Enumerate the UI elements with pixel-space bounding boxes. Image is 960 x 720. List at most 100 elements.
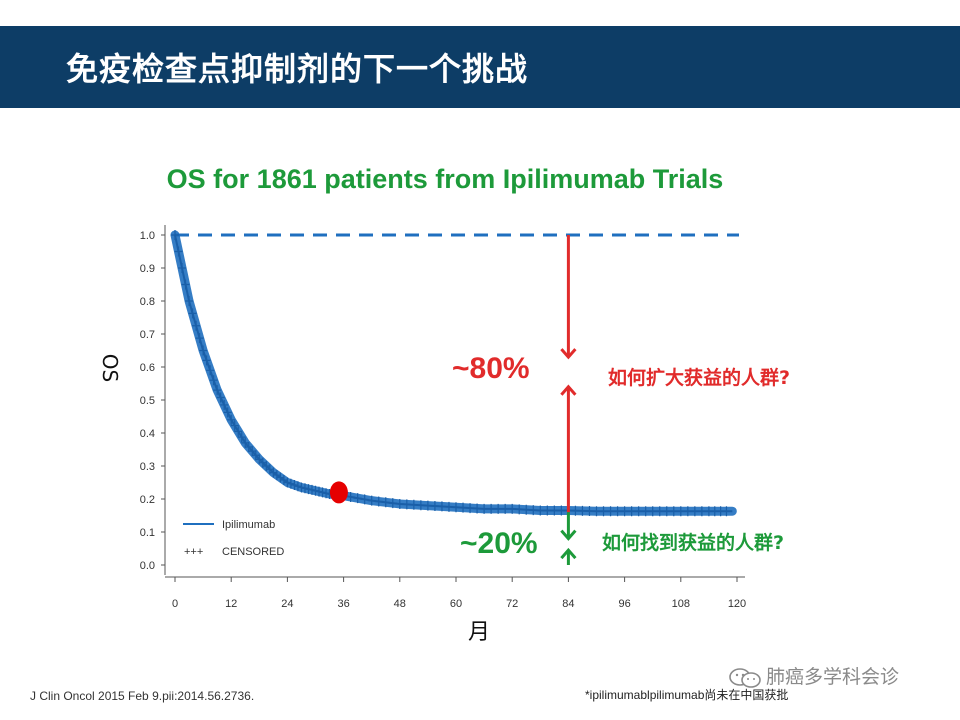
censor-mark <box>290 479 299 490</box>
censor-mark <box>480 503 489 514</box>
legend-censored-marker: +++ <box>184 546 203 558</box>
green-up-arrow-head <box>560 547 577 560</box>
censor-mark <box>437 501 446 512</box>
censor-mark <box>315 486 324 497</box>
censor-mark <box>578 505 587 516</box>
censor-mark <box>627 506 636 517</box>
censor-mark <box>690 506 699 517</box>
censor-mark <box>536 505 545 516</box>
censor-mark <box>178 263 187 273</box>
censor-mark <box>307 484 316 495</box>
x-tick-label: 108 <box>672 598 690 610</box>
censor-mark <box>234 426 243 437</box>
censor-mark <box>388 498 397 509</box>
censor-mark <box>202 355 211 366</box>
censor-mark <box>430 501 439 512</box>
x-tick-label: 36 <box>337 598 349 610</box>
censor-mark <box>367 495 376 506</box>
censor-mark <box>185 296 194 306</box>
legend-label-censored: CENSORED <box>222 546 284 558</box>
censor-mark <box>515 504 524 515</box>
censor-mark <box>592 506 601 517</box>
censor-mark <box>722 506 731 517</box>
citation: J Clin Oncol 2015 Feb 9.pii:2014.56.2736… <box>30 689 255 703</box>
censor-mark <box>381 497 390 508</box>
censor-mark <box>353 493 362 504</box>
censor-mark <box>494 503 503 514</box>
x-tick-label: 96 <box>618 598 630 610</box>
censor-mark <box>662 506 671 517</box>
y-tick-label: 0.1 <box>140 527 155 539</box>
censor-mark <box>473 503 482 514</box>
censor-mark <box>248 446 257 457</box>
censor-mark <box>374 496 383 507</box>
censor-mark <box>276 472 285 483</box>
find-benefit-question: 如何找到获益的人群? <box>602 532 785 554</box>
censor-mark <box>423 500 432 511</box>
censor-mark <box>402 499 411 510</box>
censor-mark <box>304 484 313 495</box>
censor-mark <box>311 485 320 496</box>
footnote: *ipilimumablpilimumab尚未在中国获批 <box>585 688 789 702</box>
censor-mark <box>216 392 225 403</box>
censor-mark <box>557 505 566 516</box>
x-tick-label: 72 <box>506 598 518 610</box>
censor-mark <box>199 345 208 356</box>
censor-mark <box>466 503 475 514</box>
x-tick-label: 60 <box>450 598 462 610</box>
x-tick-label: 48 <box>394 598 406 610</box>
censor-mark <box>188 308 197 319</box>
wechat-icon <box>729 667 761 688</box>
censor-mark <box>683 506 692 517</box>
censor-mark <box>206 365 215 376</box>
page-title: 免疫检查点抑制剂的下一个挑战 <box>66 50 529 88</box>
header-bar: 免疫检查点抑制剂的下一个挑战 <box>0 26 960 108</box>
chart-title: OS for 1861 patients from Ipilimumab Tri… <box>166 164 724 194</box>
censor-mark <box>395 498 404 509</box>
x-tick-label: 84 <box>562 598 574 610</box>
censor-mark <box>322 488 331 499</box>
censor-mark <box>181 279 190 290</box>
censor-mark <box>241 437 250 448</box>
censor-mark <box>283 477 292 488</box>
censor-mark <box>360 494 369 505</box>
y-tick-label: 0.3 <box>140 461 155 473</box>
censor-mark <box>599 506 608 517</box>
censor-mark <box>237 432 246 443</box>
censor-mark <box>508 503 517 514</box>
x-tick-label: 120 <box>728 598 746 610</box>
censor-mark <box>269 467 278 478</box>
censor-mark <box>585 506 594 517</box>
censor-mark <box>318 487 327 498</box>
censor-mark <box>230 420 239 431</box>
censor-mark <box>522 504 531 515</box>
green-down-arrow-head <box>560 529 577 541</box>
censor-mark <box>676 506 685 517</box>
censor-mark <box>648 506 657 517</box>
y-tick-label: 0.0 <box>140 560 155 572</box>
censor-mark <box>529 505 538 516</box>
censor-mark <box>244 442 253 453</box>
y-tick-label: 0.5 <box>140 395 155 407</box>
censor-mark <box>641 506 650 517</box>
highlight-point <box>329 481 348 504</box>
censor-mark <box>613 506 622 517</box>
lower-percentage-label: ~20% <box>460 527 538 560</box>
censor-mark <box>279 475 288 486</box>
censor-mark <box>195 333 204 344</box>
censor-mark <box>487 503 496 514</box>
expand-benefit-question: 如何扩大获益的人群? <box>608 367 791 389</box>
x-axis-label: 月 <box>468 620 491 645</box>
y-tick-label: 0.9 <box>140 263 155 275</box>
censor-mark <box>192 320 201 331</box>
legend-label-ipilimumab: Ipilimumab <box>222 519 275 531</box>
y-tick-label: 0.4 <box>140 428 155 440</box>
censor-mark <box>620 506 629 517</box>
censor-mark <box>655 506 664 517</box>
censor-mark <box>452 502 460 513</box>
x-tick-label: 24 <box>281 598 293 610</box>
y-tick-label: 0.2 <box>140 494 155 506</box>
censor-mark <box>272 470 281 481</box>
censor-mark <box>459 502 468 513</box>
censor-mark <box>209 375 218 386</box>
